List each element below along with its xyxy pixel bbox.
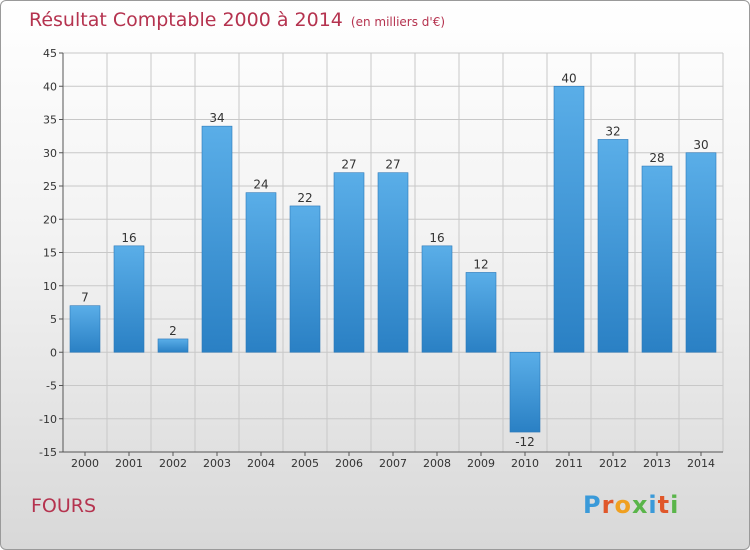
bar-2014 <box>685 152 717 353</box>
logo-letter: i <box>648 491 658 519</box>
labels: 45 40 35 30 25 20 15 10 5 0 -5 -10 -15 7 2000 16 2001 2 20… <box>39 47 715 470</box>
y-tick-label: 10 <box>43 280 57 293</box>
y-tick-label: 30 <box>43 147 57 160</box>
data-label: 2 <box>169 324 177 338</box>
data-label: 27 <box>341 158 356 172</box>
chart-title: Résultat Comptable 2000 à 2014 (en millie… <box>29 9 445 31</box>
axes <box>59 52 723 456</box>
bar-2006 <box>333 172 365 353</box>
logo-letter: o <box>614 491 632 519</box>
x-tick-label: 2012 <box>599 457 627 470</box>
data-label: 12 <box>473 257 488 271</box>
data-label: 34 <box>209 111 224 125</box>
bar-2008 <box>421 245 453 353</box>
x-tick-label: 2000 <box>71 457 99 470</box>
data-label: 16 <box>121 231 136 245</box>
x-tick-label: 2013 <box>643 457 671 470</box>
data-label: 28 <box>649 151 664 165</box>
data-label: 40 <box>561 71 576 85</box>
logo-letter: t <box>657 491 671 519</box>
y-tick-label: 40 <box>43 80 57 93</box>
bar-2000 <box>69 305 101 353</box>
y-tick-label: 0 <box>50 346 57 359</box>
y-tick-label: -5 <box>46 380 57 393</box>
x-tick-label: 2004 <box>247 457 275 470</box>
logo-letter: P <box>583 491 602 519</box>
bars <box>69 85 717 433</box>
y-tick-label: -10 <box>39 413 57 426</box>
bar-2003 <box>201 125 233 353</box>
x-tick-label: 2007 <box>379 457 407 470</box>
chart-title-text: Résultat Comptable 2000 à 2014 <box>29 9 343 31</box>
bar-2005 <box>289 205 321 353</box>
x-tick-label: 2014 <box>687 457 715 470</box>
x-tick-label: 2009 <box>467 457 495 470</box>
logo-letter: r <box>601 491 615 519</box>
proxiti-logo[interactable]: Proxiti <box>583 491 679 519</box>
data-label: 27 <box>385 158 400 172</box>
data-label: 22 <box>297 191 312 205</box>
x-tick-label: 2008 <box>423 457 451 470</box>
bar-2007 <box>377 172 409 353</box>
logo-letter: x <box>631 491 649 519</box>
y-tick-label: 20 <box>43 213 57 226</box>
data-label: 32 <box>605 124 620 138</box>
bar-2013 <box>641 165 673 353</box>
x-tick-label: 2002 <box>159 457 187 470</box>
bar-2010 <box>509 351 541 433</box>
commune-name: FOURS <box>31 495 97 517</box>
x-tick-label: 2003 <box>203 457 231 470</box>
chart-subtitle: (en milliers d'€) <box>350 15 446 29</box>
bar-2012 <box>597 139 629 353</box>
y-tick-label: 15 <box>43 247 57 260</box>
data-label: 16 <box>429 231 444 245</box>
y-tick-label: 35 <box>43 114 57 127</box>
data-label: 7 <box>81 291 89 305</box>
x-tick-label: 2011 <box>555 457 583 470</box>
x-tick-label: 2001 <box>115 457 143 470</box>
bar-2011 <box>553 85 585 353</box>
bar-2002 <box>157 338 189 353</box>
bar-2009 <box>465 272 497 353</box>
y-tick-label: 45 <box>43 47 57 60</box>
y-tick-label: -15 <box>39 446 57 459</box>
logo-letter: i <box>670 491 680 519</box>
x-tick-label: 2005 <box>291 457 319 470</box>
bar-2004 <box>245 192 277 353</box>
y-tick-label: 5 <box>50 313 57 326</box>
data-label: -12 <box>515 435 535 449</box>
bar-2001 <box>113 245 145 353</box>
data-label: 24 <box>253 178 268 192</box>
x-tick-label: 2010 <box>511 457 539 470</box>
y-tick-label: 25 <box>43 180 57 193</box>
data-label: 30 <box>693 138 708 152</box>
x-tick-label: 2006 <box>335 457 363 470</box>
